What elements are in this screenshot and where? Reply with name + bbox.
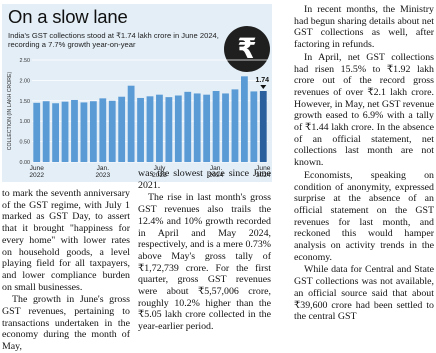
bar-nov-2023: [193, 93, 201, 162]
y-tick-label: 2.00: [20, 78, 31, 84]
y-tick-label: 1.50: [20, 99, 31, 105]
x-tick-label: June 2024: [256, 165, 271, 179]
y-axis-label: COLLECTION (IN LAKH CRORE): [7, 72, 13, 151]
article-column-2: was the slowest pace since June 2021. Th…: [138, 168, 271, 333]
bar-jul-2022: [42, 101, 50, 162]
bar-apr-2024: [241, 76, 248, 162]
paragraph: was the slowest pace since June 2021.: [138, 168, 271, 191]
paragraph: In April, net GST collections had risen …: [294, 51, 435, 169]
bar-aug-2023: [165, 97, 173, 162]
infographic-panel: On a slow lane India's GST collections s…: [2, 4, 272, 182]
data-label-arrow: [260, 85, 267, 90]
x-tick-label: July 2023: [152, 165, 167, 179]
bar-jan-2024: [212, 91, 220, 162]
rupee-coin-icon: ₹: [224, 26, 270, 72]
bar-dec-2023: [203, 94, 211, 162]
y-tick-label: 2.50: [20, 58, 31, 64]
graphic-title: On a slow lane: [8, 6, 128, 27]
bar-sep-2023: [174, 95, 182, 162]
y-tick-label: 0.00: [20, 160, 31, 166]
paragraph: to mark the seventh anniversary of the G…: [2, 188, 130, 293]
bar-feb-2024: [222, 93, 229, 162]
bar-oct-2022: [71, 99, 78, 162]
paragraph: Economists, speaking on condition of ano…: [294, 169, 434, 263]
data-label: 1.74: [255, 77, 269, 84]
bar-mar-2024: [231, 89, 239, 162]
bar-sep-2022: [61, 101, 69, 162]
bar-jul-2023: [156, 94, 163, 162]
paragraph: The rise in last month's gross GST reven…: [138, 192, 271, 333]
bar-feb-2023: [108, 100, 116, 162]
bar-apr-2023: [127, 85, 135, 162]
x-tick-label: Jan. 2023: [95, 165, 110, 179]
data-labels: 1.74: [255, 77, 269, 90]
bar-nov-2022: [80, 102, 88, 162]
bar-jan-2023: [99, 98, 107, 162]
bar-jun-2022: [33, 102, 41, 162]
y-tick-label: 1.00: [20, 119, 31, 125]
bar-may-2024: [250, 91, 258, 162]
bar-oct-2023: [184, 91, 192, 162]
gst-bar-chart: COLLECTION (IN LAKH CRORE) 0.00 0.50 1.00 1…: [7, 58, 271, 179]
rupee-symbol-icon: ₹: [237, 32, 257, 65]
paragraph: In recent months, the Ministry had begun…: [294, 4, 434, 51]
bar-dec-2022: [89, 101, 97, 162]
y-tick-label: 0.50: [20, 140, 31, 146]
article-column-1: to mark the seventh anniversary of the G…: [2, 188, 130, 353]
article-column-3: In recent months, the Ministry had begun…: [294, 4, 434, 323]
x-tick-label: June 2022: [29, 165, 44, 179]
bars: [33, 76, 267, 162]
x-tick-labels: June 2022 Jan. 2023 July 2023 Jan. 2024 June 2024: [29, 165, 271, 179]
bar-jun-2023: [146, 96, 154, 162]
x-tick-label: Jan. 2024: [209, 165, 224, 179]
y-tick-labels: 0.00 0.50 1.00 1.50 2.00 2.50: [20, 58, 31, 166]
bar-aug-2022: [52, 103, 59, 162]
paragraph: While data for Central and State GST col…: [294, 264, 434, 323]
bar-jun-2024: [259, 91, 267, 162]
bar-may-2023: [137, 97, 144, 162]
graphic-subtitle: India's GST collections stood at ₹1.74 l…: [8, 31, 219, 50]
bar-mar-2023: [118, 96, 126, 162]
